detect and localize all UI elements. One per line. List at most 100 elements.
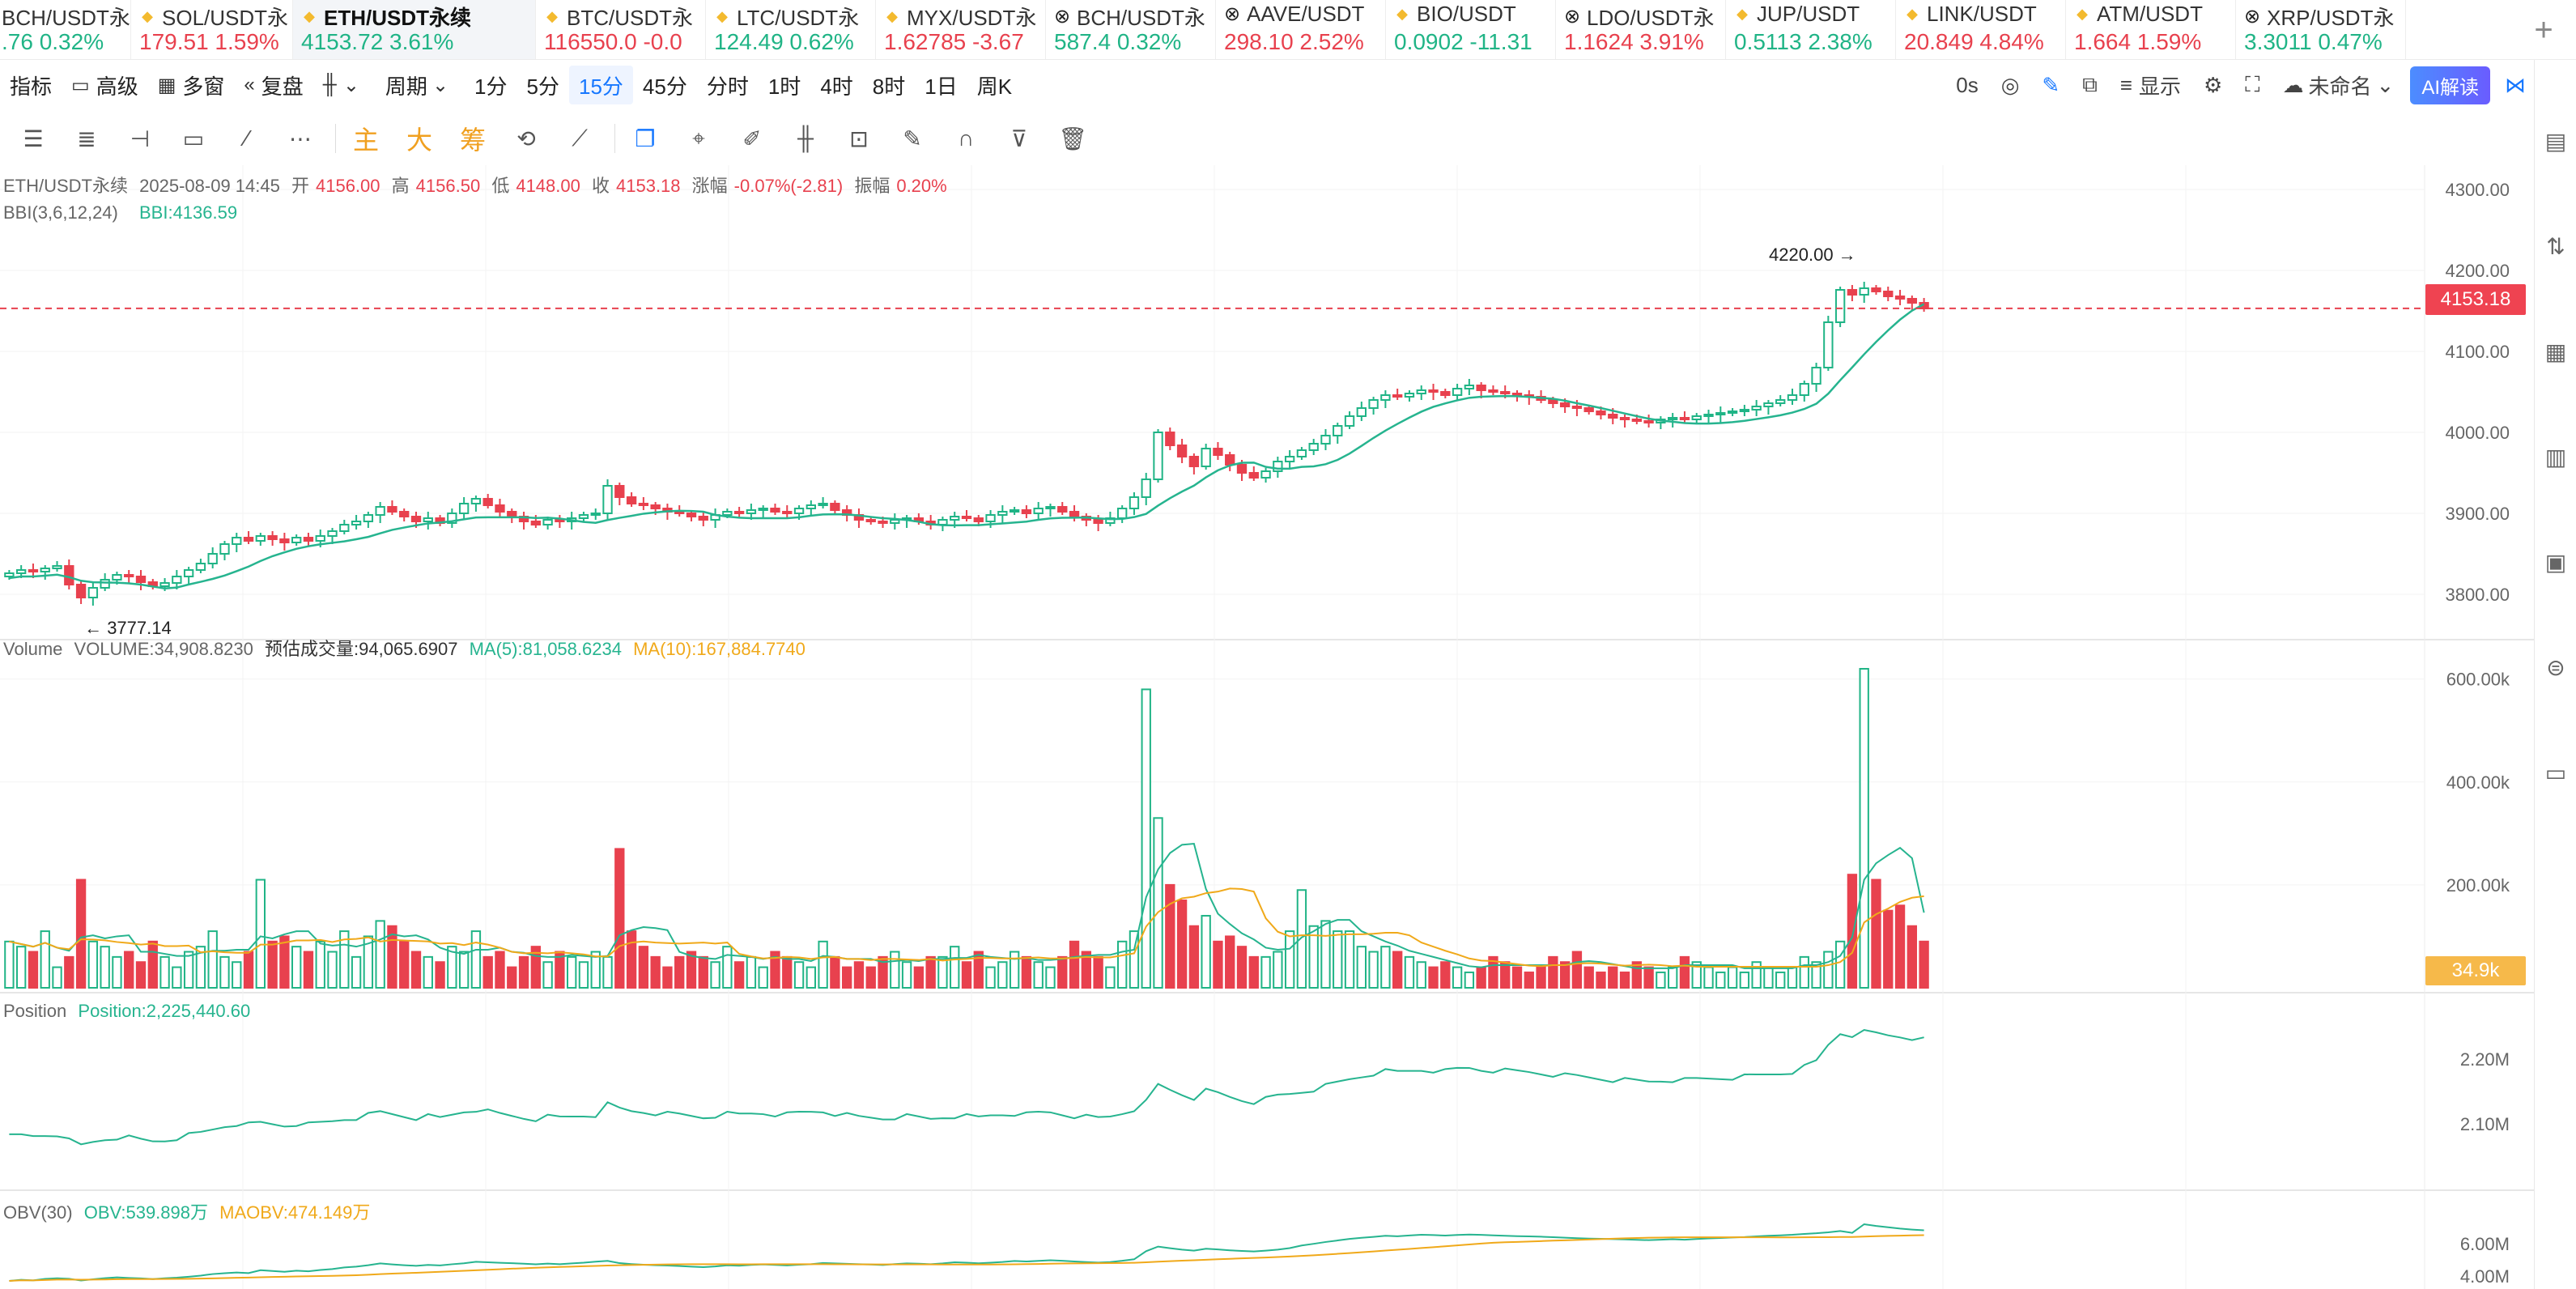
filter-icon[interactable]: ⊽: [1010, 125, 1028, 151]
calendar-icon[interactable]: ▭: [2544, 759, 2567, 785]
ticker-item[interactable]: ◆ JUP/USDT 0.5113 2.38%: [1726, 0, 1896, 59]
chart-icon[interactable]: ▥: [2544, 444, 2567, 470]
trend-line-icon[interactable]: ⁄: [244, 125, 249, 151]
line-tool-icon[interactable]: ⟋: [572, 125, 588, 151]
chevron-down-icon[interactable]: ⌄: [2376, 72, 2395, 97]
interval-tab[interactable]: 分时: [706, 74, 749, 99]
more-icon[interactable]: ⋯: [289, 125, 312, 151]
brush-icon[interactable]: ✐: [742, 125, 762, 151]
volume-bar: [758, 966, 768, 989]
indicators-button[interactable]: 指标: [10, 74, 53, 99]
high-label: 高: [391, 176, 410, 196]
ticker-item[interactable]: BCH/USDT永 .76 0.32%: [0, 0, 131, 59]
copy-icon[interactable]: ❐: [635, 125, 656, 151]
candle-body: [1236, 464, 1248, 474]
fullscreen-icon[interactable]: ⛶: [2245, 72, 2260, 96]
list-icon[interactable]: ≡: [2119, 72, 2132, 97]
rectangle-icon[interactable]: ▭: [182, 125, 205, 151]
big-order-button[interactable]: 大: [406, 125, 432, 155]
camera-icon[interactable]: ◎: [2000, 72, 2020, 97]
chart-type-button[interactable]: ╫ ⌄: [313, 66, 376, 104]
ticker-item[interactable]: ⊗ BCH/USDT永 587.4 0.32%: [1046, 0, 1216, 59]
candle-body: [135, 576, 147, 583]
period-dropdown[interactable]: 周期 ⌄: [385, 74, 449, 99]
ticker-symbol: JUP/USDT: [1757, 2, 1860, 26]
candle-body: [973, 517, 984, 522]
ticker-symbol: ATM/USDT: [2097, 2, 2203, 26]
candle-body: [950, 516, 960, 521]
ticker-item[interactable]: ◆ BTC/USDT永 116550.0 -0.0: [536, 0, 706, 59]
compare-icon[interactable]: ⟲: [516, 125, 536, 151]
candle-body: [1129, 496, 1140, 509]
ticker-item[interactable]: ⊗ AAVE/USDT 298.10 2.52%: [1216, 0, 1386, 59]
cloud-icon[interactable]: ☁: [2282, 72, 2304, 97]
ticker-item[interactable]: ◆ LINK/USDT 20.849 4.84%: [1896, 0, 2066, 59]
candle-body: [1596, 411, 1606, 415]
volume-bar: [159, 955, 170, 989]
candle-body: [458, 503, 470, 514]
add-ticker-button[interactable]: +: [2511, 0, 2576, 59]
share-icon[interactable]: ⋈: [2505, 72, 2526, 97]
display-button[interactable]: 显示: [2138, 74, 2181, 99]
interval-tab[interactable]: 15分: [568, 66, 633, 104]
ticker-item[interactable]: ⊗ LDO/USDT永 1.1624 3.91%: [1556, 0, 1726, 59]
volume-bar: [363, 935, 374, 989]
volume-bar: [243, 951, 254, 989]
interval-tab[interactable]: 45分: [642, 74, 687, 99]
interval-tab[interactable]: 4时: [820, 74, 853, 99]
ticker-item[interactable]: ⊗ XRP/USDT永 3.3011 0.47%: [2236, 0, 2406, 59]
ticker-item[interactable]: ◆ LTC/USDT永 124.49 0.62%: [706, 0, 876, 59]
rewind-icon: «: [244, 74, 255, 96]
ticker-item[interactable]: ◆ MYX/USDT永 1.62785 -3.67: [876, 0, 1046, 59]
candle-body: [1715, 412, 1726, 415]
pen-icon[interactable]: ✎: [2042, 72, 2060, 97]
interval-tab[interactable]: 1分: [474, 74, 508, 99]
price-axis-label: 4100.00: [2445, 342, 2510, 362]
settings-icon[interactable]: ⚙: [2203, 72, 2223, 97]
trades-icon[interactable]: ▦: [2544, 338, 2567, 364]
ticker-item[interactable]: ◆ ETH/USDT永续 4153.72 3.61%: [293, 0, 536, 59]
advanced-button[interactable]: ▭ 高级: [71, 74, 138, 99]
horizontal-ray-icon[interactable]: ⊣: [130, 125, 151, 151]
parallel-lines-icon[interactable]: ≣: [77, 125, 96, 151]
watchlist-icon[interactable]: ▤: [2544, 128, 2567, 154]
ticker-item[interactable]: ◆ ATM/USDT 1.664 1.59%: [2066, 0, 2236, 59]
bbi-info: BBI(3,6,12,24) BBI:4136.59: [3, 202, 244, 223]
interval-tab[interactable]: 5分: [526, 74, 559, 99]
volume-bar: [1894, 904, 1906, 989]
layout-name[interactable]: 未命名: [2308, 74, 2372, 99]
ticker-item[interactable]: ◆ SOL/USDT永 179.51 1.59%: [131, 0, 293, 59]
chips-button[interactable]: 筹: [459, 125, 486, 155]
lock-icon[interactable]: ⊡: [849, 125, 869, 151]
ai-analysis-button[interactable]: AI解读: [2410, 66, 2490, 104]
ticker-item[interactable]: ◆ BIO/USDT 0.0902 -11.31: [1386, 0, 1556, 59]
volume-bar: [1213, 940, 1223, 989]
interval-tab[interactable]: 周K: [976, 74, 1013, 99]
main-indicator-button[interactable]: 主: [352, 125, 379, 155]
magnet-icon[interactable]: ∩: [957, 125, 975, 151]
trash-icon[interactable]: 🗑: [1058, 125, 1087, 151]
candle-body: [985, 514, 996, 522]
export-icon[interactable]: ⧉: [2082, 72, 2098, 96]
drawing-toolbar: ☰ ≣ ⊣ ▭ ⁄ ⋯ 主 大 筹 ⟲ ⟋ ❐ ⌖ ✐ ╫ ⊡ ✎ ∩ ⊽ 🗑: [0, 113, 1133, 164]
interval-tab[interactable]: 1日: [925, 74, 958, 99]
replay-button[interactable]: «复盘: [244, 74, 304, 99]
multi-window-button[interactable]: ▦ 多窗: [157, 74, 225, 99]
interval-tab[interactable]: 8时: [872, 74, 906, 99]
price-axis-label: 4200.00: [2445, 261, 2510, 281]
interval-tab[interactable]: 1时: [767, 74, 801, 99]
chart-canvas[interactable]: 4300.00 4200.00 4100.00 4000.00 3900.00 3800.…: [0, 165, 2534, 1289]
horizontal-lines-icon[interactable]: ☰: [23, 125, 44, 151]
note-icon[interactable]: ✎: [903, 125, 922, 151]
ruler-icon[interactable]: ⌖: [692, 125, 705, 151]
orderbook-icon[interactable]: ⇅: [2546, 233, 2565, 259]
ticker-symbol: BCH/USDT永: [1077, 6, 1205, 30]
volume-bar: [770, 951, 780, 989]
candle-pattern-icon[interactable]: ╫: [797, 125, 814, 151]
etf-icon[interactable]: ▣: [2544, 549, 2567, 575]
ticker-price: 124.49 0.62%: [714, 29, 854, 54]
divider: [335, 124, 336, 153]
calculator-icon[interactable]: ⊜: [2546, 654, 2565, 680]
perpetual-icon: ◆: [304, 8, 315, 24]
candle-body: [1356, 407, 1367, 417]
